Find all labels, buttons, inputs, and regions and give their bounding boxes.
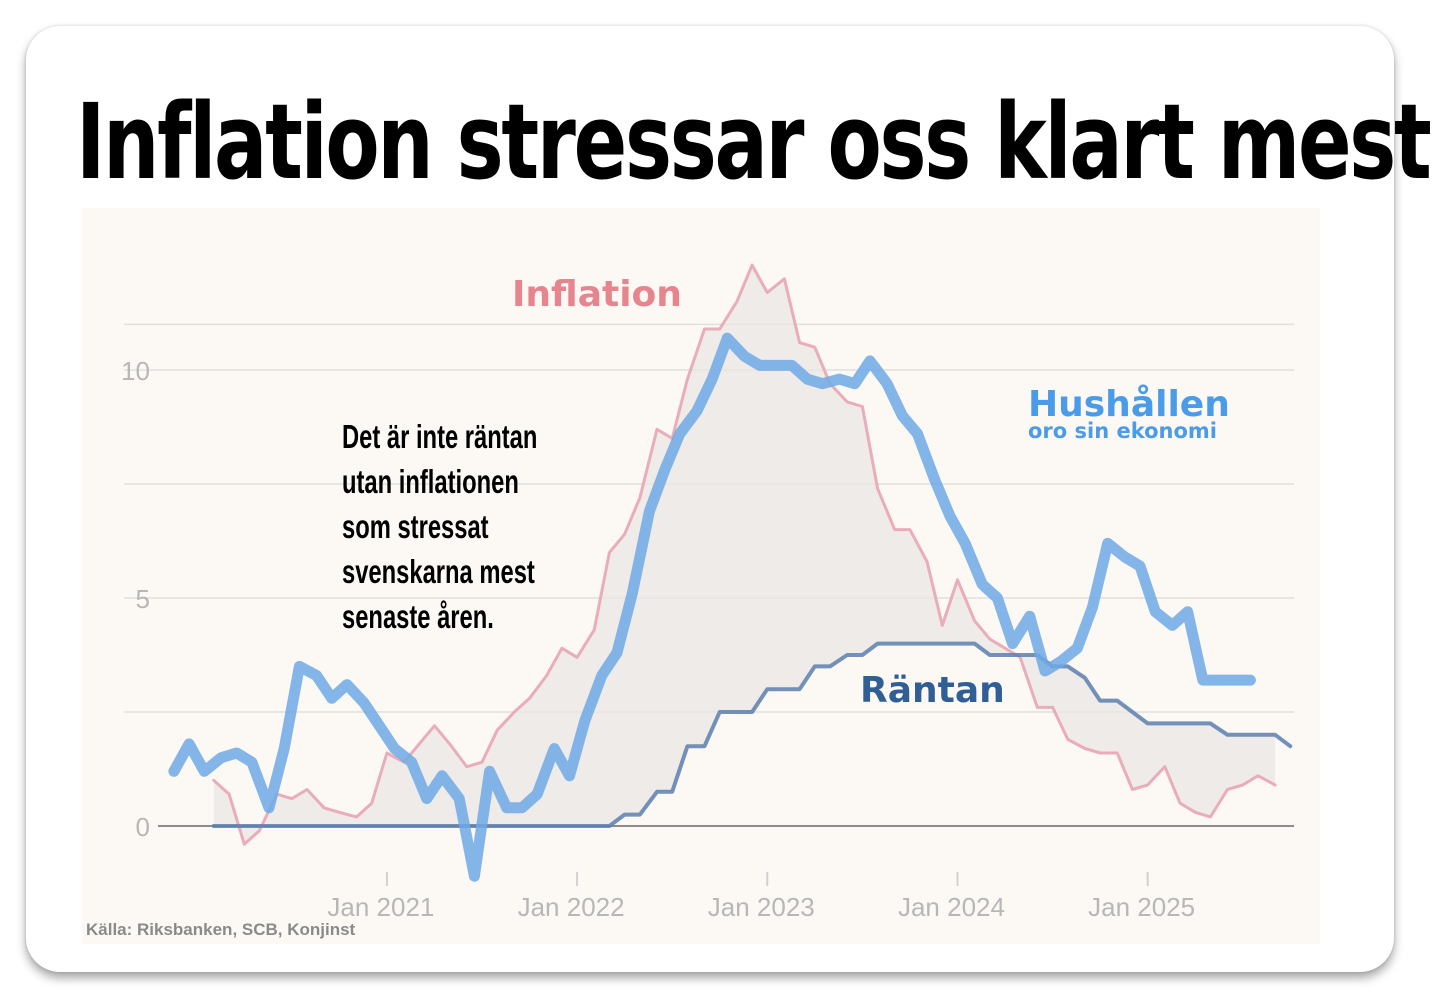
y-tick-label: 0 [136, 812, 150, 842]
series-label-hushallen: Hushållen [1028, 384, 1230, 425]
series-line-rantan [211, 641, 1293, 828]
x-tick-label: Jan 2021 [327, 892, 434, 922]
y-tick-label: 5 [136, 584, 150, 614]
annotation-line: som stressat [342, 508, 489, 545]
shaded-gap-area [213, 265, 1276, 845]
x-tick-label: Jan 2025 [1088, 892, 1195, 922]
headline: Inflation stressar oss klart mest [76, 81, 1432, 203]
line-chart: 0 5 10 Jan 2021 Jan 2022 Jan 2023 Jan 2024 Jan … [121, 263, 1294, 922]
x-tick-label: Jan 2023 [708, 892, 815, 922]
series-sublabel-hushallen: oro sin ekonomi [1028, 419, 1217, 443]
x-tick-label: Jan 2022 [518, 892, 625, 922]
y-tick-label: 10 [121, 356, 150, 386]
chart-area: 0 5 10 Jan 2021 Jan 2022 Jan 2023 Jan 2024 Jan … [82, 208, 1320, 944]
series-label-inflation: Inflation [512, 274, 682, 315]
annotation-line: Det är inte räntan [342, 418, 538, 455]
series-line-hushallen [168, 332, 1256, 882]
series-line-inflation [212, 263, 1277, 846]
series-label-rantan: Räntan [860, 670, 1005, 711]
annotation-line: svenskarna mest [342, 553, 535, 590]
x-tick-label: Jan 2024 [898, 892, 1005, 922]
annotation-text: Det är inte räntan utan inflationen som … [342, 414, 558, 639]
source-note: Källa: Riksbanken, SCB, Konjinst [86, 920, 356, 939]
annotation-line: utan inflationen [342, 463, 519, 500]
annotation-line: senaste åren. [342, 598, 494, 635]
